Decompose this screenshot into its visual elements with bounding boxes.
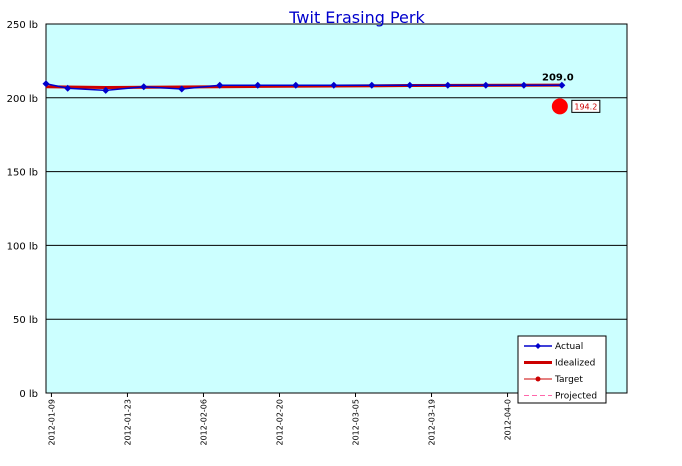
actual-point — [216, 81, 224, 89]
actual-point — [444, 81, 452, 89]
y-axis: 0 lb 50 lb 100 lb 150 lb 200 lb 250 lb — [7, 20, 38, 400]
x-tick-label: 2012-01-23 — [123, 399, 132, 446]
x-tick-label: 2012-04-0 — [504, 399, 513, 440]
actual-point — [520, 81, 528, 89]
y-tick-label: 0 lb — [19, 389, 38, 400]
y-tick-label: 150 lb — [7, 168, 38, 179]
actual-point — [102, 86, 110, 94]
legend: Actual Idealized Target Projected — [517, 335, 607, 404]
actual-point — [406, 81, 414, 89]
legend-label: Actual — [555, 342, 583, 352]
series-layer — [42, 80, 566, 94]
x-tick-label: 2012-03-05 — [352, 399, 361, 446]
actual-point — [178, 85, 186, 93]
x-tick-label: 2012-03-19 — [428, 399, 437, 446]
actual-point — [330, 81, 338, 89]
legend-label: Idealized — [555, 359, 595, 369]
x-tick-label: 2012-02-20 — [275, 399, 284, 446]
actual-point — [42, 80, 50, 88]
x-axis: 2012-01-09 2012-01-23 2012-02-06 2012-02-20… — [47, 393, 513, 446]
actual-point — [140, 83, 148, 91]
actual-point — [368, 81, 376, 89]
actual-point — [482, 81, 490, 89]
legend-box — [517, 335, 607, 404]
legend-marker — [535, 376, 541, 382]
y-tick-label: 250 lb — [7, 20, 38, 31]
x-tick-label: 2012-02-06 — [199, 399, 208, 446]
actual-point — [292, 81, 300, 89]
x-tick-label: 2012-01-09 — [47, 399, 56, 446]
y-tick-label: 50 lb — [13, 315, 38, 326]
legend-label: Target — [554, 375, 583, 385]
annotation-layer: 209.0 194.2 — [542, 73, 601, 115]
y-tick-label: 200 lb — [7, 94, 38, 105]
target-marker — [551, 98, 568, 115]
annotation-current: 209.0 — [542, 73, 574, 84]
annotation-box — [571, 99, 601, 113]
actual-point — [64, 84, 72, 92]
legend-label: Projected — [555, 392, 597, 402]
actual-point — [558, 81, 566, 89]
y-tick-label: 100 lb — [7, 241, 38, 252]
legend-marker — [535, 343, 541, 349]
chart-title: Twit Erasing Perk — [288, 8, 425, 27]
annotation-target: 194.2 — [574, 102, 597, 111]
actual-point — [254, 81, 262, 89]
